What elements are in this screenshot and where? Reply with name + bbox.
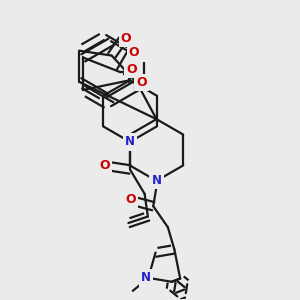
- Text: O: O: [126, 63, 137, 76]
- Text: O: O: [125, 193, 136, 206]
- Text: O: O: [129, 46, 140, 59]
- Text: O: O: [136, 76, 147, 89]
- Text: N: N: [141, 272, 151, 284]
- Text: O: O: [121, 32, 131, 45]
- Text: N: N: [152, 174, 161, 187]
- Text: O: O: [100, 159, 110, 172]
- Text: N: N: [125, 135, 135, 148]
